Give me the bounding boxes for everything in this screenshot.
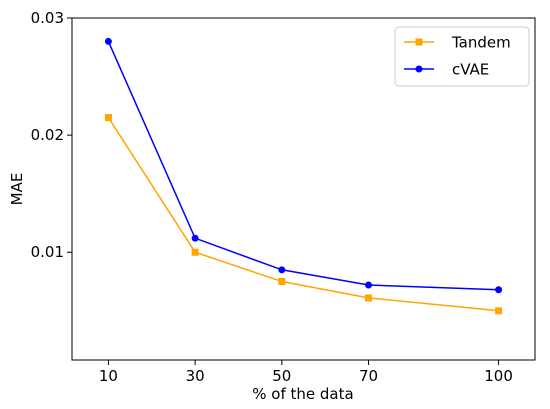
series-layer (104, 37, 503, 315)
x-axis-ticks: 10 30 50 70 100 (99, 360, 513, 385)
data-point-tandem (278, 278, 286, 286)
x-tick-label: 10 (99, 367, 118, 385)
y-tick-label: 0.01 (31, 243, 64, 261)
x-tick-label: 50 (272, 367, 291, 385)
legend-marker-cvae (415, 65, 423, 73)
data-point-cvae (278, 266, 286, 274)
data-point-cvae (495, 286, 503, 294)
data-point-cvae (104, 37, 112, 45)
x-tick-label: 100 (484, 367, 513, 385)
legend: Tandem cVAE (394, 26, 530, 87)
data-point-tandem (365, 294, 373, 302)
x-tick-label: 70 (359, 367, 378, 385)
y-tick-label: 0.03 (31, 9, 64, 27)
data-point-tandem (495, 307, 503, 315)
legend-marker-tandem (415, 38, 423, 46)
legend-label-cvae: cVAE (452, 61, 489, 79)
plot-area-frame (71, 17, 536, 361)
y-axis-ticks: 0.01 0.02 0.03 (31, 9, 72, 261)
y-tick-label: 0.02 (31, 126, 64, 144)
data-point-cvae (365, 281, 373, 289)
data-point-cvae (191, 234, 199, 242)
y-axis-title: MAE (8, 173, 26, 206)
legend-label-tandem: Tandem (451, 34, 511, 52)
data-point-tandem (104, 114, 112, 122)
x-axis-title: % of the data (252, 385, 353, 403)
x-tick-label: 30 (186, 367, 205, 385)
series-line-tandem (107, 117, 499, 312)
data-point-tandem (191, 248, 199, 256)
